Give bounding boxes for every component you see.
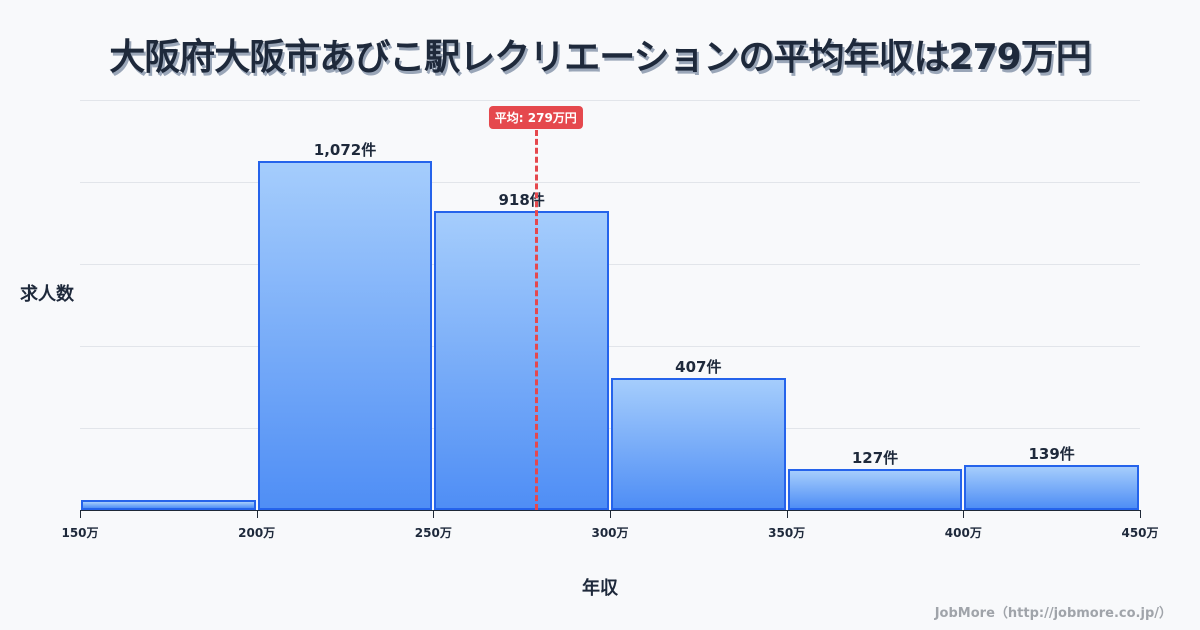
x-tick-label: 200万 xyxy=(238,526,276,540)
x-axis-label: 年収 xyxy=(582,578,618,599)
x-tick xyxy=(433,510,435,518)
y-axis-label: 求人数 xyxy=(20,284,74,305)
histogram-bar xyxy=(787,468,963,510)
x-tick xyxy=(1140,510,1141,518)
mean-line xyxy=(534,130,538,510)
histogram-bar xyxy=(434,211,609,510)
gridline xyxy=(80,182,1140,183)
x-tick xyxy=(610,510,611,518)
bar-value-label: 127件 xyxy=(851,448,899,467)
plot-area: 1,072件 918件 407件 127件 139件 150万 200万 250万 300万 35… xyxy=(61,100,1159,540)
gridline xyxy=(80,100,1140,101)
x-tick-label: 400万 xyxy=(944,526,982,540)
gridline xyxy=(80,264,1140,265)
x-tick-label: 300万 xyxy=(591,526,629,540)
mean-badge: 平均: 279万円 xyxy=(488,106,583,129)
bar-value-label: 918件 xyxy=(498,191,545,210)
footer-credit: JobMore（http://jobmore.co.jp/） xyxy=(934,606,1172,621)
x-tick xyxy=(80,510,81,518)
x-tick-label: 350万 xyxy=(768,526,806,540)
chart-title: 大阪府大阪市あびこ駅レクリエーションの平均年収は279万円 xyxy=(109,37,1091,78)
bar-value-label: 407件 xyxy=(675,357,722,376)
bar-value-label: 139件 xyxy=(1028,444,1075,463)
histogram-bar xyxy=(964,464,1139,510)
x-tick-label: 450万 xyxy=(1121,526,1159,540)
x-tick-label: 250万 xyxy=(414,526,452,540)
histogram-bar xyxy=(81,499,256,510)
x-tick-label: 150万 xyxy=(61,526,99,540)
gridline xyxy=(80,346,1140,347)
x-tick xyxy=(256,510,258,518)
histogram-bar xyxy=(611,377,786,510)
x-tick xyxy=(963,510,965,518)
bar-value-label: 1,072件 xyxy=(313,141,377,160)
gridline xyxy=(80,428,1140,429)
x-tick xyxy=(786,510,788,518)
histogram-bar xyxy=(257,161,433,510)
